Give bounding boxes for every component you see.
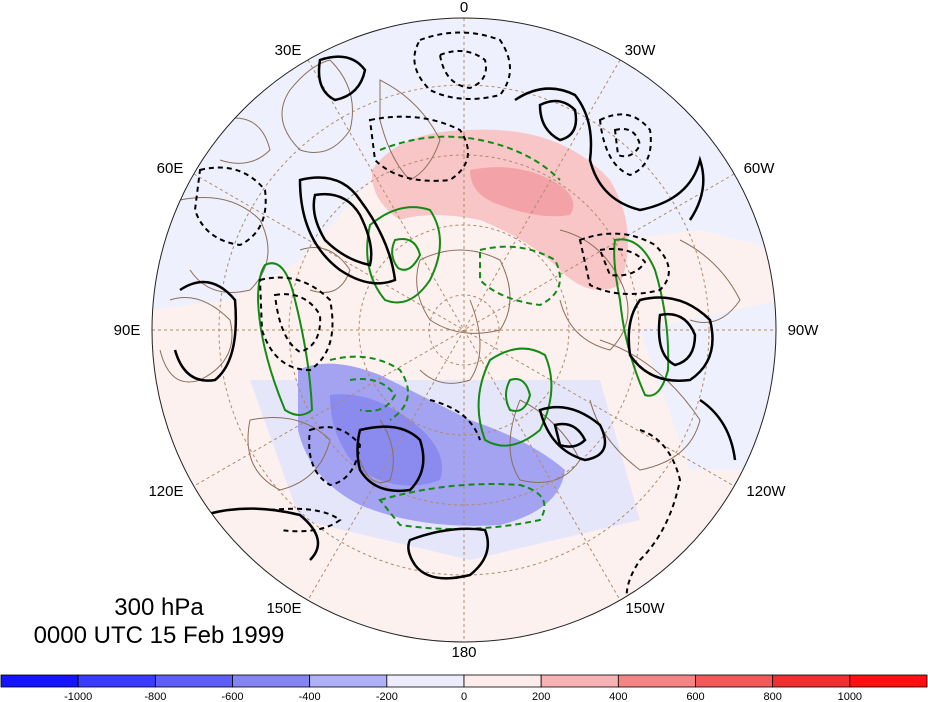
- colorbar-box: [77, 674, 156, 688]
- positive-anomaly-region: [371, 129, 628, 290]
- lon-label-30w: 30W: [625, 42, 657, 59]
- lon-label-150e: 150E: [266, 600, 301, 617]
- colorbar-box: [849, 674, 928, 688]
- colorbar-tick-label: 1000: [838, 691, 862, 702]
- colorbar-tick-label: 800: [763, 691, 781, 702]
- colorbar-tick-label: -400: [299, 691, 321, 702]
- lon-label-90w: 90W: [788, 322, 820, 339]
- lon-label-0: 0: [460, 0, 468, 16]
- graticule: [152, 18, 776, 642]
- colorbar-box: [540, 674, 619, 688]
- colorbar-box: [695, 674, 774, 688]
- lon-label-60w: 60W: [744, 160, 776, 177]
- pressure-level-title: 300 hPa: [114, 594, 204, 621]
- colorbar-box: [617, 674, 696, 688]
- lon-label-150w: 150W: [625, 600, 665, 617]
- polar-map: 0 30W 60W 90W 120W 150W 180 150E 120E 90…: [114, 0, 820, 661]
- colorbar-tick-label: -800: [144, 691, 166, 702]
- colorbar-tick-label: -1000: [64, 691, 92, 702]
- solid-contours: [173, 55, 737, 580]
- lon-label-30e: 30E: [275, 42, 302, 59]
- colorbar-tick-label: 400: [609, 691, 627, 702]
- coastlines: [159, 59, 741, 491]
- colorbar-box: [0, 674, 79, 688]
- colorbar-tick-label: 600: [686, 691, 704, 702]
- dashed-contours: [193, 31, 682, 611]
- datetime-title: 0000 UTC 15 Feb 1999: [33, 622, 285, 649]
- colorbar-box: [154, 674, 233, 688]
- lon-label-180: 180: [451, 644, 476, 661]
- colorbar-box: [309, 674, 388, 688]
- colorbar-tick-label: 200: [532, 691, 550, 702]
- colorbar-tick-label: 0: [461, 691, 467, 702]
- colorbar-box: [232, 674, 311, 688]
- colorbar-boxes: [0, 674, 928, 688]
- colorbar-box: [386, 674, 465, 688]
- colorbar-tick-label: -200: [376, 691, 398, 702]
- lon-label-90e: 90E: [114, 322, 141, 339]
- lon-label-120e: 120E: [148, 483, 183, 500]
- colorbar-box: [463, 674, 542, 688]
- green-contours: [256, 135, 670, 530]
- colorbar-tick-label: -600: [221, 691, 243, 702]
- lon-label-120w: 120W: [746, 483, 786, 500]
- light-blue-region-east: [640, 300, 776, 470]
- positive-anomaly-core: [470, 167, 574, 217]
- map-boundary: [151, 17, 777, 643]
- lon-label-60e: 60E: [157, 160, 184, 177]
- colorbar-box: [772, 674, 851, 688]
- colorbar-tick-labels: -1000 -800 -600 -400 -200 0 200 400 600 800 1000: [64, 691, 862, 702]
- map-disc: [152, 18, 776, 642]
- colorbar: -1000 -800 -600 -400 -200 0 200 400 600 800 1000: [0, 674, 928, 702]
